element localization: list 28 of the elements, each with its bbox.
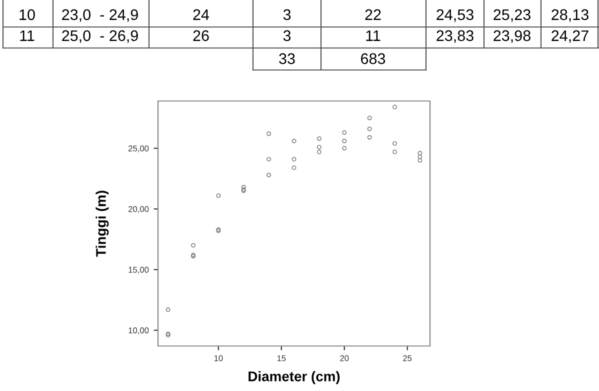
text: 23,98	[494, 30, 530, 43]
text: 28,13	[552, 9, 588, 22]
text: 26	[193, 30, 209, 42]
text: 23,0 - 24,9	[62, 9, 138, 22]
x-tick-label: 25	[403, 355, 412, 362]
y-tick-label: 15,00	[128, 266, 149, 274]
text: 10	[20, 9, 35, 20]
text: 3	[283, 9, 291, 20]
x-tick-label: 15	[277, 355, 286, 362]
text: 3	[283, 30, 291, 42]
y-tick-label: 20,00	[128, 206, 149, 214]
text: 24,27	[552, 30, 588, 43]
y-tick-label: 25,00	[128, 146, 149, 152]
text: 683	[361, 53, 386, 64]
x-tick-label: 20	[340, 355, 349, 362]
x-axis-title: Diameter (cm)	[248, 371, 340, 384]
text: 11	[366, 30, 380, 41]
text: 24	[193, 9, 210, 20]
text: 22	[365, 9, 381, 20]
text: 33	[279, 53, 295, 64]
text: 23,83	[436, 30, 474, 43]
y-axis-title: Tinggi (m)	[96, 190, 109, 257]
y-tick-label: 10,00	[128, 327, 149, 334]
text: 25,0 - 26,9	[62, 30, 138, 43]
text: 11	[20, 30, 34, 41]
text: 25,23	[494, 9, 530, 22]
text: 24,53	[436, 9, 474, 22]
x-tick-label: 10	[214, 355, 223, 362]
